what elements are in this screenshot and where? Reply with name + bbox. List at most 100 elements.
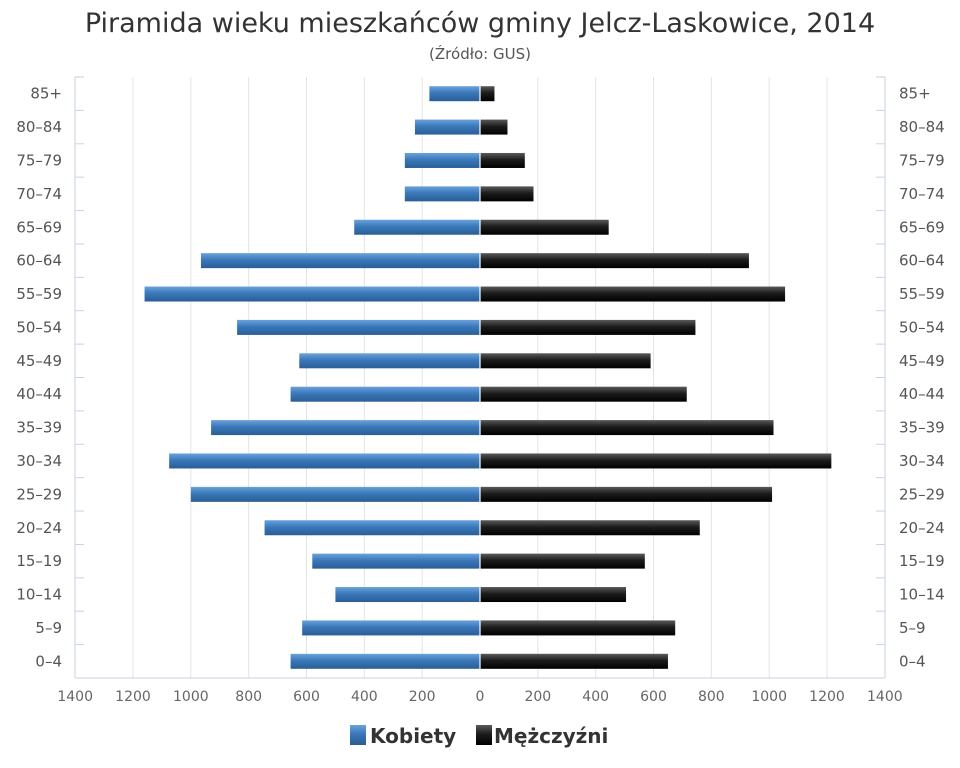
y-label-right-0-4: 0–4	[899, 652, 926, 670]
bar-mezczyzni-20-24[interactable]	[480, 520, 700, 536]
y-label-left-70-74: 70–74	[16, 185, 62, 203]
bar-kobiety-10-14[interactable]	[335, 587, 480, 603]
bar-mezczyzni-40-44[interactable]	[480, 386, 687, 402]
y-label-left-10-14: 10–14	[16, 586, 62, 604]
y-label-left-85plus: 85+	[30, 85, 62, 103]
x-tick-label: 400	[351, 689, 378, 705]
bar-kobiety-70-74[interactable]	[404, 186, 480, 202]
bar-kobiety-20-24[interactable]	[264, 520, 480, 536]
bar-kobiety-50-54[interactable]	[237, 319, 480, 335]
bar-mezczyzni-30-34[interactable]	[480, 453, 832, 469]
y-label-left-40-44: 40–44	[16, 385, 62, 403]
y-label-right-35-39: 35–39	[899, 419, 945, 437]
legend[interactable]: Kobiety Mężczyźni	[350, 724, 608, 748]
y-label-right-50-54: 50–54	[899, 318, 945, 336]
legend-swatch-kobiety	[350, 725, 366, 745]
x-tick-label: 0	[476, 689, 485, 705]
bar-mezczyzni-60-64[interactable]	[480, 253, 749, 269]
x-tick-label: 800	[235, 689, 262, 705]
bar-kobiety-35-39[interactable]	[211, 420, 480, 436]
chart-title: Piramida wieku mieszkańców gminy Jelcz-L…	[85, 8, 875, 39]
legend-swatch-mezczyzni	[476, 725, 492, 745]
bar-kobiety-0-4[interactable]	[290, 653, 480, 669]
x-axis: 1400 1200 1000 800 600 400 200 0 200 400 600 800 100…	[57, 677, 903, 705]
y-label-right-85plus: 85+	[899, 85, 931, 103]
legend-label-kobiety: Kobiety	[370, 724, 456, 748]
y-label-left-75-79: 75–79	[16, 151, 62, 169]
legend-item-mezczyzni[interactable]: Mężczyźni	[476, 724, 608, 748]
y-label-right-65-69: 65–69	[899, 218, 945, 236]
y-label-left-5-9: 5–9	[35, 619, 62, 637]
bar-kobiety-40-44[interactable]	[290, 386, 480, 402]
x-tick-label: 200	[409, 689, 436, 705]
x-tick-label: 600	[640, 689, 667, 705]
x-tick-label: 1400	[57, 689, 93, 705]
y-label-right-70-74: 70–74	[899, 185, 945, 203]
bar-kobiety-75-79[interactable]	[404, 152, 480, 168]
bar-mezczyzni-50-54[interactable]	[480, 319, 696, 335]
bar-mezczyzni-65-69[interactable]	[480, 219, 609, 235]
bar-mezczyzni-45-49[interactable]	[480, 353, 651, 369]
y-label-right-30-34: 30–34	[899, 452, 945, 470]
bar-mezczyzni-55-59[interactable]	[480, 286, 786, 302]
bar-mezczyzni-10-14[interactable]	[480, 587, 627, 603]
x-tick-label: 800	[698, 689, 725, 705]
bar-kobiety-25-29[interactable]	[190, 486, 481, 502]
x-tick-label: 400	[582, 689, 609, 705]
bar-mezczyzni-0-4[interactable]	[480, 653, 668, 669]
y-label-left-30-34: 30–34	[16, 452, 62, 470]
bar-kobiety-45-49[interactable]	[299, 353, 480, 369]
y-label-left-0-4: 0–4	[35, 652, 62, 670]
y-label-left-35-39: 35–39	[16, 419, 62, 437]
grid-lines	[132, 77, 828, 678]
x-tick-label: 1000	[173, 689, 209, 705]
bar-mezczyzni-5-9[interactable]	[480, 620, 676, 636]
legend-label-mezczyzni: Mężczyźni	[494, 724, 608, 748]
bar-kobiety-85plus[interactable]	[429, 86, 480, 102]
x-tick-label: 1400	[867, 689, 903, 705]
bar-mezczyzni-85plus[interactable]	[480, 86, 495, 102]
bar-kobiety-5-9[interactable]	[302, 620, 480, 636]
chart-subtitle: (Źródło: GUS)	[429, 44, 531, 63]
y-label-right-10-14: 10–14	[899, 586, 945, 604]
bar-mezczyzni-70-74[interactable]	[480, 186, 534, 202]
bar-mezczyzni-25-29[interactable]	[480, 486, 773, 502]
x-tick-label: 200	[524, 689, 551, 705]
y-label-left-45-49: 45–49	[16, 352, 62, 370]
bar-mezczyzni-35-39[interactable]	[480, 420, 774, 436]
y-axis-left: 0–4 5–9 10–14 15–19 20–24 25–29 30–34 35–39 40–4…	[16, 76, 84, 679]
y-label-right-40-44: 40–44	[899, 385, 945, 403]
y-label-left-15-19: 15–19	[16, 552, 62, 570]
bar-kobiety-55-59[interactable]	[144, 286, 481, 302]
y-label-right-55-59: 55–59	[899, 285, 945, 303]
y-label-left-65-69: 65–69	[16, 218, 62, 236]
bar-kobiety-60-64[interactable]	[200, 253, 480, 269]
x-tick-label: 1200	[809, 689, 845, 705]
bar-kobiety-30-34[interactable]	[169, 453, 481, 469]
x-tick-label: 1200	[115, 689, 151, 705]
y-label-left-80-84: 80–84	[16, 118, 62, 136]
bar-mezczyzni-75-79[interactable]	[480, 152, 525, 168]
y-label-left-20-24: 20–24	[16, 519, 62, 537]
y-label-right-15-19: 15–19	[899, 552, 945, 570]
y-label-right-45-49: 45–49	[899, 352, 945, 370]
y-label-right-25-29: 25–29	[899, 485, 945, 503]
x-tick-label: 600	[293, 689, 320, 705]
y-label-right-5-9: 5–9	[899, 619, 926, 637]
y-label-right-80-84: 80–84	[899, 118, 945, 136]
x-tick-label: 1000	[751, 689, 787, 705]
bar-mezczyzni-80-84[interactable]	[480, 119, 508, 135]
legend-item-kobiety[interactable]: Kobiety	[350, 724, 456, 748]
y-label-right-20-24: 20–24	[899, 519, 945, 537]
y-label-left-50-54: 50–54	[16, 318, 62, 336]
bar-mezczyzni-15-19[interactable]	[480, 553, 645, 569]
y-label-left-55-59: 55–59	[16, 285, 62, 303]
y-label-right-60-64: 60–64	[899, 252, 945, 270]
bar-kobiety-80-84[interactable]	[414, 119, 480, 135]
bar-kobiety-15-19[interactable]	[312, 553, 480, 569]
y-axis-right: 0–4 5–9 10–14 15–19 20–24 25–29 30–34 35–39 40–4…	[876, 76, 945, 679]
y-label-left-25-29: 25–29	[16, 485, 62, 503]
bars-group	[144, 86, 832, 669]
bar-kobiety-65-69[interactable]	[354, 219, 480, 235]
